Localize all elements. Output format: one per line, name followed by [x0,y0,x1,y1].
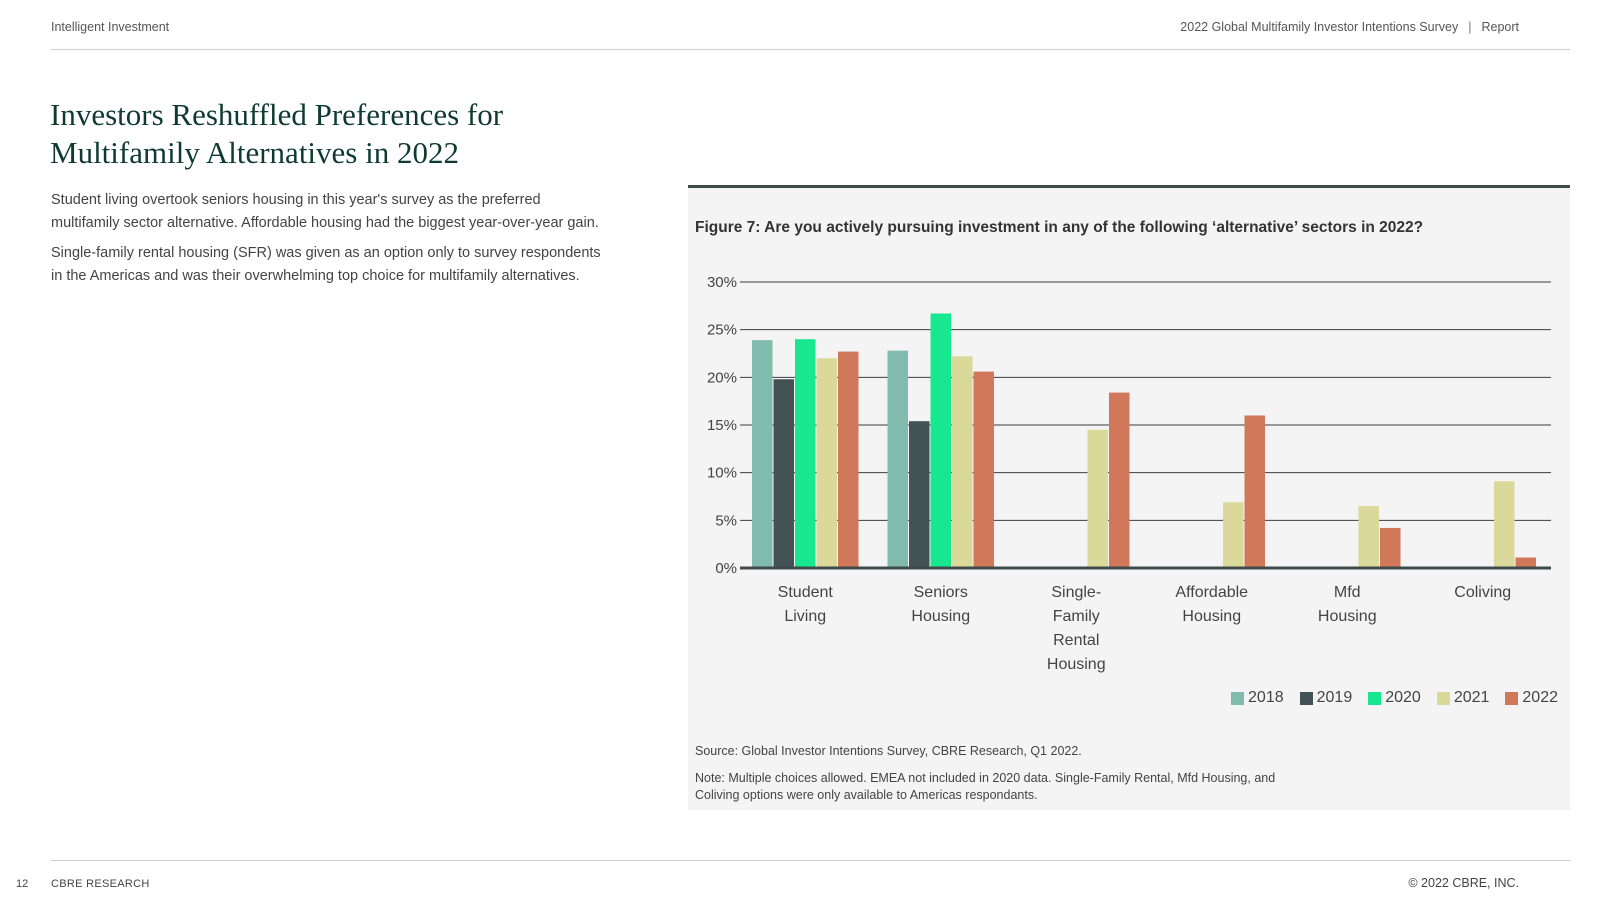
body-copy: Student living overtook seniors housing … [51,189,611,295]
x-category-label: Student [778,584,834,601]
figure-title: Figure 7: Are you actively pursuing inve… [695,219,1424,236]
bar-2021 [816,358,837,568]
y-tick-label: 30% [707,274,737,291]
figure-panel: Figure 7: Are you actively pursuing inve… [688,185,1570,810]
bar-2019 [773,379,794,568]
legend-item-2019: 2019 [1299,689,1353,707]
figure-source: Source: Global Investor Intentions Surve… [695,744,1082,758]
legend-item-2021: 2021 [1436,689,1490,707]
x-category-label: Housing [1182,608,1241,625]
y-tick-label: 20% [707,369,737,386]
legend-item-2020: 2020 [1368,689,1421,707]
page-number: 12 [16,878,29,890]
report-title: 2022 Global Multifamily Investor Intenti… [1180,20,1459,34]
x-category-label: Housing [1047,656,1106,673]
bar-2018 [752,340,773,568]
legend-swatch [1299,691,1313,705]
bar-2021 [1494,481,1515,568]
header-section-label: Intelligent Investment [51,20,170,34]
legend-label: 2018 [1248,689,1284,706]
bar-2018 [887,350,908,568]
x-category-label: Mfd [1334,584,1361,601]
legend-swatch [1368,691,1382,705]
x-category-label: Coliving [1454,584,1511,601]
legend-label: 2020 [1385,689,1421,706]
chart-category-labels: Student Living Seniors Housing Single- Family… [778,584,1512,673]
bar-2022 [1515,557,1536,568]
bar-2021 [1358,506,1379,568]
chart-bars [752,313,1536,568]
page-title: Investors Reshuffled Preferences for Mul… [50,97,504,170]
bar-2021 [952,356,973,568]
bar-2020 [930,313,951,568]
figure-note: Note: Multiple choices allowed. EMEA not… [695,771,1276,802]
bar-2022 [1380,527,1401,568]
header-separator: | [1468,20,1472,34]
header-report-title: 2022 Global Multifamily Investor Intenti… [1180,20,1519,34]
x-category-label: Seniors [914,584,968,601]
bar-2020 [795,339,816,568]
bar-2019 [909,421,930,568]
header-divider [51,49,1570,50]
bar-2021 [1087,429,1108,568]
x-category-label: Single- [1051,584,1101,601]
body-paragraph-2: Single-family rental housing (SFR) was g… [51,245,601,284]
bar-2022 [838,351,859,568]
y-tick-label: 10% [707,465,737,482]
bar-2022 [1109,392,1130,568]
x-category-label: Housing [1318,608,1377,625]
legend-label: 2022 [1522,689,1558,706]
legend-item-2018: 2018 [1231,689,1284,707]
footer-brand: CBRE RESEARCH [51,878,150,890]
bar-2022 [973,371,994,568]
x-category-label: Family [1053,608,1100,625]
chart-legend: 2018 2019 2020 2021 2022 [1231,689,1558,707]
x-category-label: Living [784,608,826,625]
x-category-label: Affordable [1175,584,1248,601]
chart-grid [740,281,1551,521]
legend-swatch [1231,691,1245,705]
x-category-label: Housing [911,608,970,625]
chart-axis: 0% 5% 10% 15% 20% 25% 30% [707,274,1551,577]
legend-label: 2021 [1453,689,1490,706]
bar-2021 [1223,502,1244,568]
legend-swatch [1436,691,1450,705]
legend-item-2022: 2022 [1505,689,1558,707]
report-label: Report [1481,20,1519,34]
footer-copyright: © 2022 CBRE, INC. [1408,876,1519,890]
body-paragraph-1: Student living overtook seniors housing … [51,192,599,231]
legend-swatch [1505,691,1519,705]
y-tick-label: 0% [715,560,737,577]
legend-label: 2019 [1316,689,1353,706]
bar-chart: 0% 5% 10% 15% 20% 25% 30% Student Living Seniors… [707,274,1551,673]
y-tick-label: 25% [707,322,737,339]
footer-divider [51,860,1570,861]
x-category-label: Rental [1053,632,1099,649]
y-tick-label: 15% [707,417,737,434]
y-tick-label: 5% [715,512,737,529]
bar-2022 [1244,415,1265,568]
